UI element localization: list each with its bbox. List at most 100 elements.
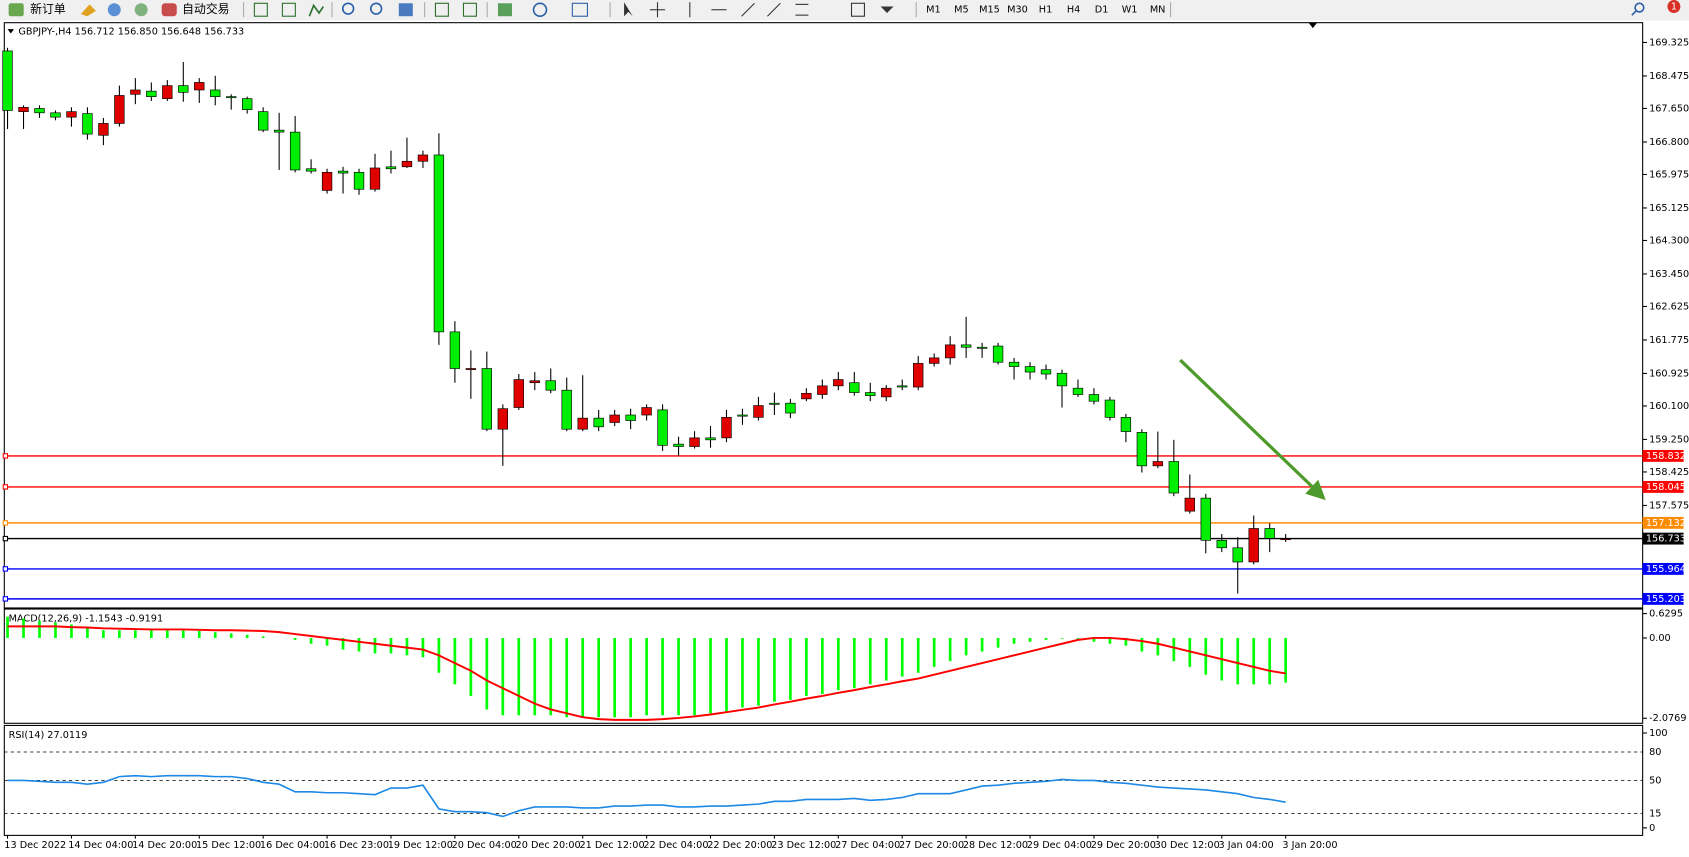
chart-header: GBPJPY-,H4 156.712 156.850 156.648 156.7… <box>18 26 244 37</box>
icon[interactable] <box>253 2 268 17</box>
timeframe-button[interactable]: H1 <box>1039 5 1052 16</box>
time-label: 22 Dec 04:00 <box>643 840 708 851</box>
arrow-shaft <box>1179 358 1314 489</box>
candle-body <box>98 123 109 136</box>
macd-tick-label: -2.0769 <box>1649 713 1686 724</box>
time-label: 22 Dec 20:00 <box>707 840 772 851</box>
current-price-line-handle <box>2 535 9 542</box>
candle-body <box>801 393 812 400</box>
price-tick-label: 161.775 <box>1649 335 1689 346</box>
auto-trading-button[interactable]: 自动交易 <box>182 2 229 16</box>
timeframe-button[interactable]: M5 <box>954 5 969 16</box>
candle-body <box>865 392 876 397</box>
timeframe-button[interactable]: M1 <box>926 5 941 16</box>
icon[interactable] <box>308 3 325 17</box>
candle-body <box>1200 497 1211 541</box>
timeframe-button[interactable]: M30 <box>1007 5 1028 16</box>
search-icon[interactable] <box>1631 10 1637 16</box>
candle-body <box>785 402 796 414</box>
auto-trading-icon[interactable] <box>161 3 177 17</box>
candle-body <box>2 50 13 111</box>
price-tick-label: 158.425 <box>1649 467 1689 478</box>
candle-body <box>960 344 972 348</box>
price-tick-label: 166.800 <box>1649 137 1689 148</box>
candle-body <box>226 96 237 99</box>
candle-body <box>146 90 157 97</box>
text-label-icon[interactable] <box>850 2 865 17</box>
candle-body <box>529 380 540 384</box>
price-tick-label: 165.975 <box>1649 169 1689 180</box>
icon[interactable] <box>434 2 449 17</box>
candle-body <box>641 407 652 416</box>
level-line-handle <box>2 566 9 572</box>
candle-body <box>50 112 61 118</box>
periods-icon[interactable] <box>532 2 548 18</box>
time-label: 3 Jan 20:00 <box>1282 840 1337 851</box>
level-line-label-bg <box>1642 449 1684 462</box>
candle-body <box>545 380 556 391</box>
candle-body <box>1248 528 1259 563</box>
timeframe-button[interactable]: M15 <box>979 5 1000 16</box>
shapes-icon[interactable] <box>880 6 894 13</box>
candle-body <box>513 379 524 408</box>
time-label: 14 Dec 04:00 <box>68 840 133 851</box>
candle-body <box>114 95 125 124</box>
indicators-icon[interactable] <box>497 3 512 17</box>
icon[interactable] <box>134 3 148 17</box>
timeframe-button[interactable]: D1 <box>1095 5 1109 16</box>
candle-body <box>433 154 445 333</box>
candle-body <box>976 346 988 349</box>
price-tick-label: 159.250 <box>1649 434 1689 445</box>
icon[interactable] <box>80 4 96 17</box>
candle-body <box>1280 538 1291 541</box>
notification-badge[interactable] <box>1667 0 1681 13</box>
time-label: 20 Dec 20:00 <box>516 840 581 851</box>
candle-body <box>737 414 748 417</box>
candle-body <box>1088 394 1100 402</box>
time-label: 19 Dec 12:00 <box>388 840 453 851</box>
time-label: 14 Dec 20:00 <box>132 840 197 851</box>
main-panel <box>3 22 1644 609</box>
new-order-button[interactable]: 新订单 <box>30 2 66 16</box>
timeframe-button[interactable]: MN <box>1150 5 1166 16</box>
candle-body <box>944 344 956 359</box>
icon[interactable] <box>462 2 477 17</box>
level-line-label: 155.203 <box>1646 594 1686 605</box>
time-label: 15 Dec 12:00 <box>196 840 261 851</box>
time-label: 29 Dec 04:00 <box>1027 840 1092 851</box>
level-line-handle <box>2 596 9 602</box>
macd-tick-label: 0.00 <box>1649 633 1671 644</box>
candle-body <box>82 113 93 135</box>
header-arrow <box>7 29 15 34</box>
price-tick-label: 164.300 <box>1649 235 1689 246</box>
zoom-out[interactable] <box>369 2 383 15</box>
zoom-in[interactable] <box>341 2 355 15</box>
current-price-line-label: 156.733 <box>1646 534 1686 545</box>
candle-body <box>1120 417 1132 432</box>
candle-body <box>385 166 397 170</box>
candle-body <box>449 331 461 369</box>
search-icon[interactable] <box>1634 2 1645 13</box>
channel-icon[interactable] <box>767 2 781 17</box>
templates-icon[interactable] <box>571 2 588 17</box>
candle-body <box>178 85 189 93</box>
time-label: 27 Dec 20:00 <box>899 840 964 851</box>
timeframe-button[interactable]: H4 <box>1067 5 1080 16</box>
candle-body <box>18 106 29 112</box>
shift-marker <box>1308 22 1318 29</box>
trendline-icon[interactable] <box>741 2 755 17</box>
candle-body <box>561 389 572 430</box>
time-label: 29 Dec 20:00 <box>1091 840 1156 851</box>
new-order-icon[interactable] <box>8 3 24 17</box>
candle-body <box>673 443 684 447</box>
level-line-label-bg <box>1642 592 1684 605</box>
rsi-tick-label: 80 <box>1649 747 1661 758</box>
time-label: 23 Dec 12:00 <box>771 840 836 851</box>
icon[interactable] <box>107 3 121 17</box>
tile-icon[interactable] <box>398 3 413 17</box>
icon[interactable] <box>281 2 296 17</box>
candle-body <box>401 160 413 168</box>
timeframe-button[interactable]: W1 <box>1122 5 1138 16</box>
